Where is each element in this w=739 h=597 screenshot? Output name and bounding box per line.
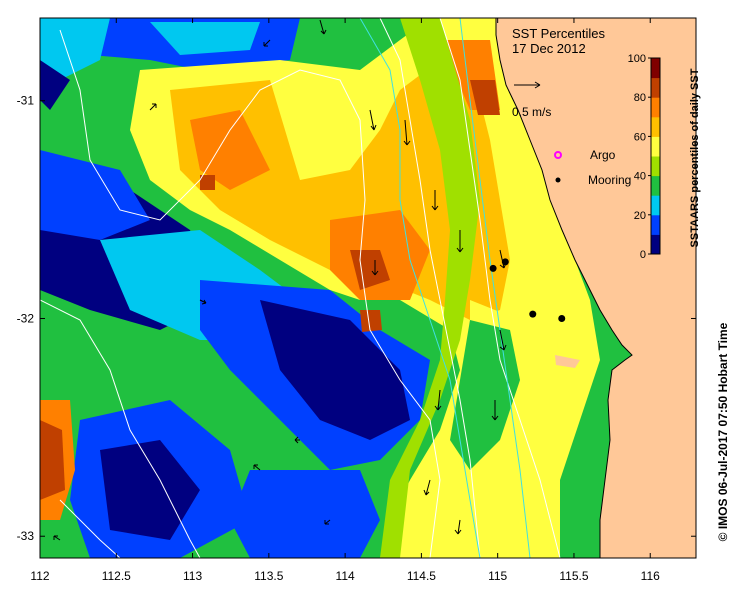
x-tick-label: 113.5 <box>254 569 283 583</box>
x-tick-label: 114.5 <box>407 569 436 583</box>
colorbar-segment <box>651 58 660 79</box>
land-mass <box>496 18 696 558</box>
colorbar-tick-label: 20 <box>634 210 646 222</box>
map-title: SST Percentiles <box>512 26 605 41</box>
colorbar-segment <box>651 77 660 98</box>
colorbar-segment <box>651 136 660 157</box>
mooring-marker <box>529 310 537 318</box>
legend: Argo Mooring <box>554 148 631 187</box>
colorbar-frame <box>650 57 661 255</box>
mooring-marker <box>501 258 509 266</box>
colorbar: 100 80 60 40 20 0 <box>628 53 661 261</box>
legend-mooring-label: Mooring <box>588 173 631 187</box>
legend-argo-label: Argo <box>590 148 616 162</box>
x-tick-label: 112 <box>30 569 49 583</box>
mooring-marker <box>489 264 497 272</box>
colorbar-tick-label: 0 <box>640 249 646 261</box>
colorbar-tick-label: 40 <box>634 171 646 183</box>
velocity-scale-label: 0.5 m/s <box>512 105 551 119</box>
y-tick-label: -32 <box>17 311 35 325</box>
x-tick-label: 115 <box>488 569 507 583</box>
colorbar-segment <box>651 97 660 118</box>
y-axis: -31 -32 -33 <box>17 94 696 543</box>
current-vectors <box>53 19 507 541</box>
colorbar-segment <box>651 116 660 137</box>
sst-field <box>40 18 696 558</box>
map-date: 17 Dec 2012 <box>512 41 586 56</box>
mooring-marker-icon <box>555 177 561 183</box>
argo-marker-icon <box>554 151 562 159</box>
x-tick-label: 114 <box>336 569 355 583</box>
x-axis: 112 112.5 113 113.5 114 114.5 115 115.5 116 <box>30 18 660 583</box>
shelf-contours <box>359 18 531 558</box>
colorbar-segment <box>651 195 660 216</box>
velocity-scale: 0.5 m/s <box>512 81 551 119</box>
x-tick-label: 113 <box>183 569 202 583</box>
x-tick-label: 116 <box>641 569 660 583</box>
colorbar-tick-label: 60 <box>634 131 646 143</box>
colorbar-segment <box>651 156 660 177</box>
y-tick-label: -31 <box>17 94 35 108</box>
colorbar-tick-label: 80 <box>634 92 646 104</box>
colorbar-segment <box>651 214 660 235</box>
colorbar-label: SSTAARS percentiles of daily SST <box>689 68 701 247</box>
bathymetry-contours <box>40 18 561 558</box>
colorbar-segment <box>651 175 660 196</box>
x-tick-label: 115.5 <box>559 569 588 583</box>
y-tick-label: -33 <box>17 529 35 543</box>
colorbar-segment <box>651 234 660 255</box>
credit-text: © IMOS 06-Jul-2017 07:50 Hobart Time <box>716 322 730 541</box>
colorbar-tick-label: 100 <box>628 53 646 65</box>
mooring-marker <box>558 314 566 322</box>
x-tick-label: 112.5 <box>102 569 131 583</box>
plot-frame <box>39 17 697 559</box>
